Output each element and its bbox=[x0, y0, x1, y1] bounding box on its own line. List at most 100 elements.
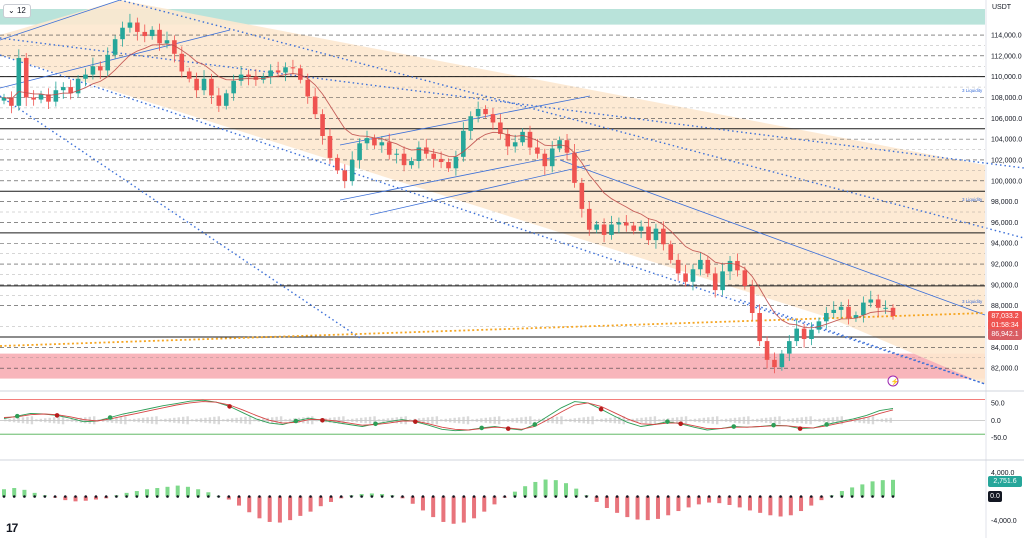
candle-body bbox=[238, 74, 244, 81]
zero-marker bbox=[891, 495, 895, 498]
histogram-bar bbox=[850, 487, 855, 497]
oscillator-noise-bar bbox=[738, 417, 741, 424]
candle-body bbox=[312, 96, 318, 115]
oscillator-noise-bar bbox=[546, 417, 550, 423]
oscillator-noise-bar bbox=[702, 417, 706, 423]
oscillator-noise-bar bbox=[609, 417, 612, 423]
zero-marker bbox=[288, 495, 292, 498]
zero-marker bbox=[871, 495, 874, 498]
oscillator-noise-bar bbox=[124, 416, 127, 425]
oscillator-noise-bar bbox=[360, 417, 363, 423]
oscillator-noise-bar bbox=[302, 417, 305, 424]
oscillator-noise-bar bbox=[756, 418, 759, 422]
oscillator-noise-bar bbox=[880, 418, 884, 422]
price-tick-label: 102,000.0 bbox=[991, 157, 1022, 164]
histogram-bar bbox=[707, 496, 712, 503]
price-tick-label: 114,000.0 bbox=[991, 33, 1022, 40]
oscillator-noise-bar bbox=[515, 417, 519, 423]
oscillator-noise-bar bbox=[640, 417, 643, 423]
candle-body bbox=[23, 57, 29, 98]
histogram-bar bbox=[288, 496, 293, 521]
candle-body bbox=[409, 161, 414, 166]
histogram-bar bbox=[778, 496, 783, 517]
interval-label: 12 bbox=[16, 6, 26, 15]
zero-marker bbox=[247, 495, 251, 498]
candle-body bbox=[38, 94, 44, 100]
oscillator-noise-bar bbox=[653, 416, 657, 425]
histogram-bar bbox=[574, 488, 579, 497]
oscillator-noise-bar bbox=[137, 418, 140, 423]
oscillator-noise-bar bbox=[177, 417, 180, 424]
candle-body bbox=[690, 269, 696, 282]
histogram-bar bbox=[788, 496, 793, 516]
oscillator-noise-bar bbox=[417, 418, 421, 423]
oscillator-tick-label: -50.0 bbox=[991, 435, 1007, 442]
price-tick-label: 104,000.0 bbox=[991, 137, 1022, 144]
histogram-bar bbox=[758, 496, 763, 513]
oscillator-noise-bar bbox=[627, 419, 630, 422]
candle-body bbox=[764, 341, 770, 360]
oscillator-noise-bar bbox=[618, 416, 621, 424]
oscillator-noise-bar bbox=[12, 418, 16, 423]
histogram-bar bbox=[870, 481, 875, 497]
dotted-trendline bbox=[119, 0, 1024, 239]
oscillator-noise-bar bbox=[150, 416, 154, 424]
candle-body bbox=[349, 159, 355, 181]
oscillator-noise-bar bbox=[355, 418, 358, 423]
oscillator-noise-bar bbox=[315, 419, 318, 422]
histogram-bar bbox=[747, 496, 752, 511]
candles: ⚡ bbox=[1, 13, 899, 387]
zero-marker bbox=[431, 495, 435, 498]
crossover-dot bbox=[14, 413, 20, 419]
interval-selector[interactable]: ⌄ 12 bbox=[3, 4, 31, 18]
oscillator-noise-bar bbox=[248, 416, 252, 425]
oscillator-noise-bar bbox=[44, 418, 47, 423]
candle-body bbox=[831, 309, 837, 313]
candle-body bbox=[194, 78, 199, 91]
oscillator-noise-bar bbox=[368, 416, 372, 424]
zero-marker bbox=[196, 495, 200, 498]
candle-body bbox=[801, 328, 807, 340]
oscillator-noise-bar bbox=[115, 417, 118, 424]
candle-body bbox=[824, 313, 829, 322]
candle-body bbox=[727, 260, 733, 272]
histogram-bar bbox=[512, 491, 517, 497]
histogram-bar bbox=[839, 491, 844, 497]
zero-marker bbox=[779, 495, 782, 498]
candle-body bbox=[83, 74, 88, 79]
top-zone bbox=[0, 9, 985, 25]
oscillator-noise-bar bbox=[520, 417, 523, 424]
oscillator-tick-label: 50.0 bbox=[991, 400, 1005, 407]
candle-body bbox=[809, 329, 814, 340]
histogram-bar bbox=[206, 492, 211, 497]
oscillator-noise-bar bbox=[729, 418, 732, 423]
oscillator-noise-bar bbox=[168, 418, 172, 423]
zero-marker bbox=[350, 495, 353, 498]
zero-marker bbox=[268, 495, 271, 498]
candle-body bbox=[638, 226, 644, 231]
candle-body bbox=[475, 108, 481, 117]
candle-body bbox=[201, 78, 207, 91]
candle-body bbox=[535, 147, 540, 154]
oscillator-noise-bar bbox=[867, 416, 870, 424]
oscillator-noise-bar bbox=[662, 418, 665, 422]
candle-body bbox=[468, 116, 474, 131]
oscillator-noise-bar bbox=[17, 417, 20, 423]
oscillator-noise-bar bbox=[742, 416, 746, 424]
histogram-bar bbox=[73, 496, 78, 502]
liquidity-label: 3 Liquidity bbox=[962, 88, 983, 93]
zero-marker bbox=[534, 495, 537, 498]
oscillator-noise-bar bbox=[408, 419, 412, 422]
zero-marker bbox=[472, 495, 476, 498]
zero-marker bbox=[258, 495, 261, 498]
crossover-dot bbox=[665, 419, 670, 424]
zero-marker bbox=[605, 495, 609, 498]
oscillator-tick-label: 0.0 bbox=[991, 418, 1001, 425]
oscillator-noise-bar bbox=[644, 417, 648, 424]
oscillator-noise-bar bbox=[61, 416, 65, 425]
oscillator-noise-bar bbox=[426, 417, 430, 424]
candle-body bbox=[253, 76, 259, 80]
oscillator-noise-bar bbox=[364, 417, 367, 424]
oscillator-noise-bar bbox=[279, 416, 283, 425]
